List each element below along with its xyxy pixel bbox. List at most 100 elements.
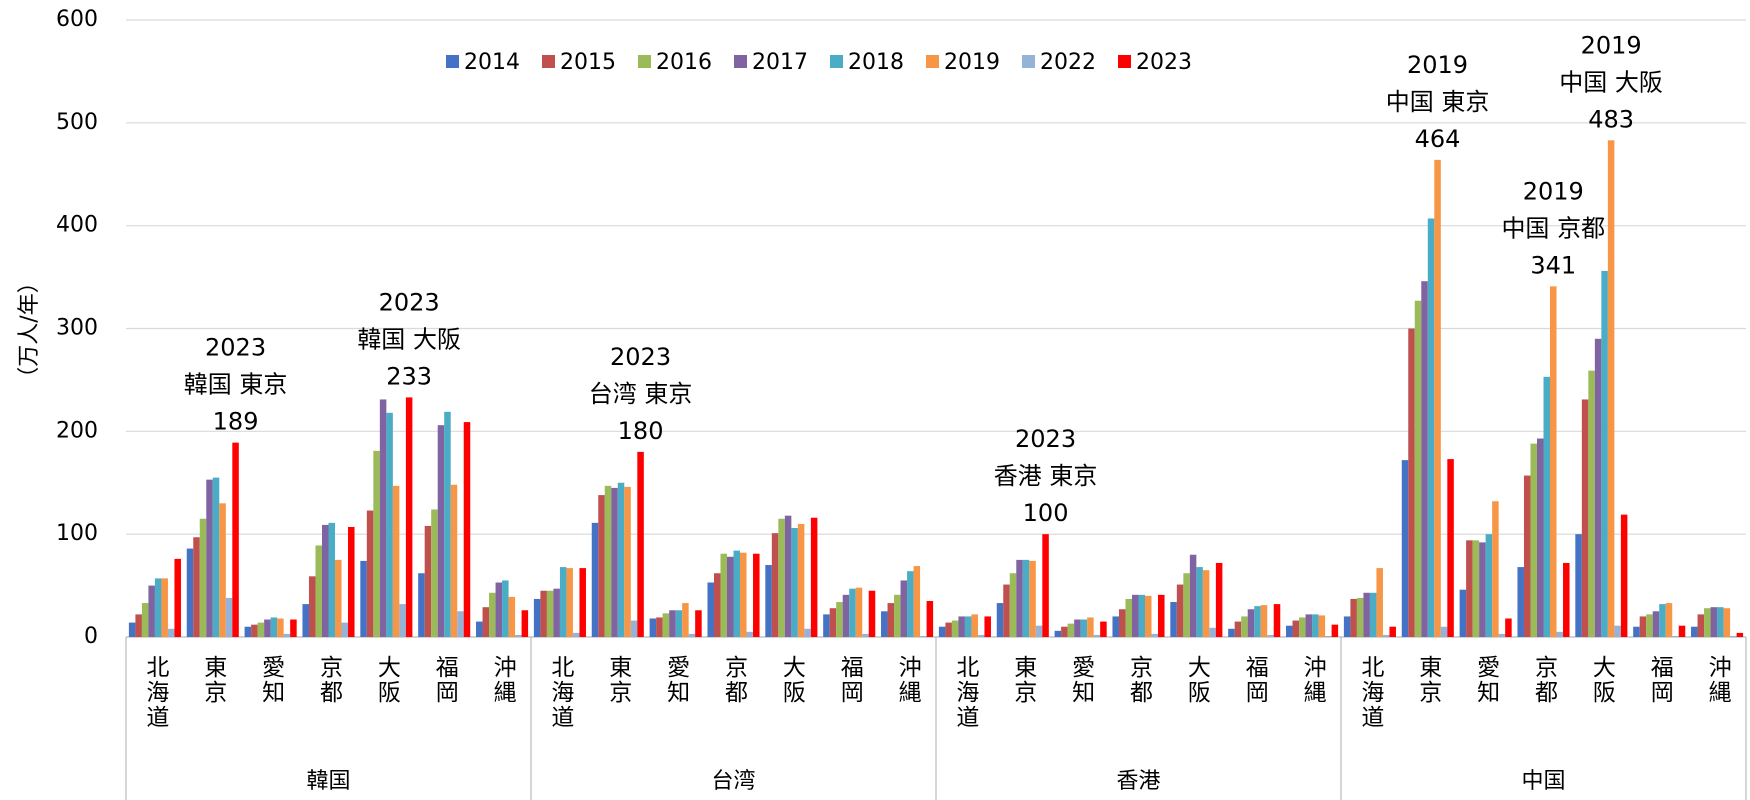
bar (1145, 595, 1152, 637)
group-label: 台湾 (711, 769, 755, 794)
bar (1672, 635, 1679, 637)
bar (290, 619, 297, 637)
bar (1659, 604, 1666, 637)
bar (591, 522, 599, 637)
bar (463, 422, 471, 637)
x-tick-label: 京都 (1531, 655, 1559, 705)
x-tick-label: 愛知 (258, 655, 286, 705)
annotation: 2019 (1523, 177, 1584, 205)
annotation: 2023 (610, 343, 671, 371)
bar (1620, 514, 1628, 637)
bar (540, 590, 547, 637)
bar (335, 559, 342, 637)
legend-label: 2014 (464, 50, 520, 75)
bar (1080, 619, 1088, 637)
bar (1100, 621, 1107, 637)
bar (920, 635, 927, 637)
x-tick-label: 東京 (1415, 655, 1443, 705)
bar (1575, 534, 1582, 637)
bar (862, 633, 869, 637)
x-tick-label: 愛知 (1473, 655, 1501, 705)
bar (1601, 270, 1608, 637)
bar (476, 621, 483, 637)
bar (579, 568, 586, 637)
legend-label: 2018 (848, 50, 904, 75)
bar (1633, 626, 1640, 637)
bar (502, 580, 509, 637)
bar (1607, 140, 1615, 637)
bar (1614, 625, 1621, 637)
bar (405, 397, 413, 637)
bar (1472, 540, 1480, 637)
legend-label: 2016 (656, 50, 712, 75)
bar (1717, 607, 1724, 637)
bar (1209, 627, 1216, 637)
bar (533, 598, 541, 637)
x-tick-label: 愛知 (1068, 655, 1096, 705)
annotation: 233 (386, 362, 432, 390)
legend-swatch (1118, 55, 1131, 68)
bar (1447, 459, 1454, 637)
bar (1363, 592, 1370, 637)
annotation: 中国 大阪 (1559, 68, 1663, 96)
bar (186, 548, 194, 637)
bar (1382, 634, 1390, 637)
legend-swatch (734, 55, 747, 68)
bar (951, 620, 959, 637)
x-tick-label: 北海道 (142, 655, 170, 730)
annotation: 189 (213, 408, 259, 436)
bar (1414, 300, 1422, 637)
bar (1588, 370, 1595, 637)
legend-swatch (542, 55, 555, 68)
bar (360, 560, 367, 637)
bar (174, 558, 181, 637)
bar (1286, 625, 1293, 637)
bar (277, 618, 284, 637)
x-tick-label: 京都 (1126, 655, 1154, 705)
bar (881, 611, 888, 637)
bar (1498, 633, 1506, 637)
annotation: 464 (1415, 125, 1461, 153)
bar (938, 626, 946, 637)
annotation: 2023 (205, 334, 266, 362)
bar (797, 523, 805, 637)
bar (1273, 604, 1281, 637)
bar (784, 515, 792, 637)
bar (1131, 594, 1139, 637)
bar (392, 485, 400, 637)
bar (348, 526, 355, 637)
legend-swatch (446, 55, 459, 68)
bar (283, 633, 291, 637)
bar (900, 580, 908, 637)
bar (1678, 625, 1686, 637)
bar (778, 518, 785, 637)
bar (1292, 620, 1300, 637)
bar (624, 486, 631, 637)
bar (219, 503, 226, 637)
bar (199, 518, 207, 637)
bar (1318, 615, 1326, 637)
x-tick-label: 沖縄 (1299, 655, 1327, 705)
bar (804, 628, 811, 637)
bar (508, 596, 516, 637)
bar (366, 510, 374, 637)
bar (1260, 605, 1268, 637)
bar (302, 604, 309, 637)
bar (212, 477, 220, 637)
bar (1401, 460, 1409, 637)
legend-swatch (926, 55, 939, 68)
bar (1215, 562, 1223, 637)
x-tick-label: 沖縄 (489, 655, 516, 705)
bar (669, 610, 676, 637)
y-tick-label: 500 (56, 110, 98, 135)
bar (1029, 560, 1036, 637)
x-tick-label: 京都 (316, 655, 344, 705)
bar (1543, 376, 1551, 637)
group-label: 韓国 (306, 769, 350, 794)
bar (836, 602, 843, 637)
bar (379, 399, 387, 637)
annotation: 483 (1588, 105, 1634, 133)
bar (566, 568, 573, 637)
annotation: 2019 (1581, 31, 1642, 59)
annotation: 2023 (379, 288, 440, 316)
